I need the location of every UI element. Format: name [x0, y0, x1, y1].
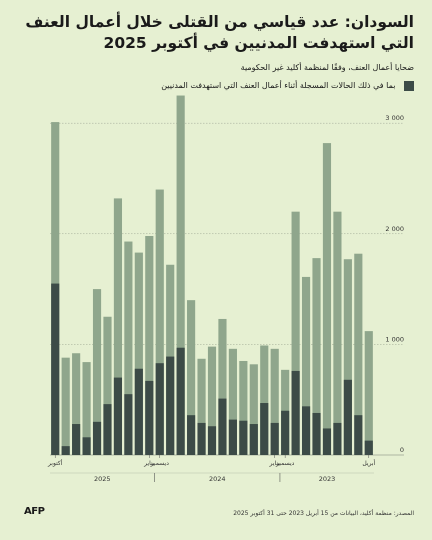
bar-civilians [239, 420, 248, 455]
bar-civilians [103, 404, 112, 455]
bar-total [218, 318, 227, 455]
bar-total [239, 360, 248, 455]
bar-total [134, 252, 143, 455]
y-tick-label: 3 000 [385, 114, 404, 122]
bar-civilians [82, 437, 91, 455]
bar-total [260, 345, 269, 455]
legend-item-civilians: بما في ذلك الحالات المسجلة أثناء أعمال ا… [18, 80, 414, 91]
bar-civilians [166, 356, 175, 455]
legend-label-total: ضحايا أعمال العنف، وفقًا لمنظمة أكليد غي… [240, 63, 414, 72]
bar-civilians [61, 446, 70, 455]
bar-total [197, 358, 206, 455]
bar-civilians [155, 363, 164, 455]
bar-total [72, 353, 81, 455]
x-tick-label: ديسمبر [150, 460, 170, 467]
bar-civilians [260, 403, 269, 455]
bar-civilians [207, 426, 217, 455]
bar-civilians [228, 419, 237, 455]
bar-total [343, 259, 352, 455]
bar-total [270, 348, 279, 455]
bar-civilians [134, 368, 143, 455]
bar-total [92, 289, 102, 455]
bar-total [312, 258, 321, 455]
legend-swatch-civilians [404, 80, 414, 91]
bar-total [103, 316, 112, 455]
bar-civilians [113, 377, 123, 455]
year-label: 2024 [209, 475, 226, 483]
bar-civilians [281, 410, 290, 455]
y-tick-label: 1 000 [385, 335, 404, 343]
source-note: المصدر: منظمة أكليد، البيانات من 15 أبري… [233, 510, 414, 517]
bar-civilians [333, 422, 342, 455]
bar-total [322, 143, 332, 455]
bar-total [176, 95, 185, 455]
bar-total [301, 276, 311, 455]
bar-civilians [72, 424, 81, 455]
bar-total [354, 253, 363, 455]
bar-total [82, 362, 91, 455]
x-tick-label: يناير [143, 460, 155, 467]
y-tick-label: 0 [400, 446, 404, 454]
bar-civilians [322, 428, 332, 455]
bar-civilians [343, 379, 352, 455]
afp-logo: AFP [24, 506, 45, 517]
bar-total [187, 300, 196, 455]
bar-total [155, 189, 164, 455]
bar-civilians [176, 347, 185, 455]
year-label: 2025 [94, 475, 111, 483]
chart-title: السودان: عدد قياسي من القتلى خلال أعمال … [25, 13, 414, 52]
x-tick-label: يناير [269, 460, 281, 467]
bar-civilians [145, 380, 154, 455]
bar-civilians [218, 398, 227, 455]
y-tick-label: 2 000 [385, 225, 404, 233]
bar-total [61, 357, 70, 455]
x-tick-label: ديسمبر [275, 460, 295, 467]
bar-total [145, 236, 154, 455]
bar-civilians [187, 415, 196, 455]
bar-total [113, 198, 123, 456]
bar-civilians [354, 415, 363, 455]
bar-civilians [92, 421, 102, 455]
bar-civilians [124, 394, 133, 455]
bar-civilians [291, 370, 300, 455]
bar-total [291, 211, 300, 455]
bar-total [124, 241, 133, 455]
bar-total [228, 348, 237, 455]
legend-item-total: ضحايا أعمال العنف، وفقًا لمنظمة أكليد غي… [18, 62, 414, 73]
bar-civilians [312, 412, 321, 455]
bar-civilians [249, 424, 258, 455]
year-label: 2023 [319, 475, 336, 483]
bar-total [364, 331, 373, 455]
bar-civilians [301, 406, 311, 455]
x-tick-label: أبريل [362, 459, 375, 467]
bar-civilians [270, 422, 279, 455]
bar-civilians [364, 440, 373, 455]
bar-civilians [51, 283, 60, 455]
bar-civilians [197, 422, 206, 455]
bar-total [249, 364, 258, 455]
x-tick-label: أكتوبر [47, 459, 63, 467]
legend-label-civilians: بما في ذلك الحالات المسجلة أثناء أعمال ا… [161, 81, 396, 90]
bar-total [207, 346, 217, 455]
bar-total [333, 211, 342, 455]
